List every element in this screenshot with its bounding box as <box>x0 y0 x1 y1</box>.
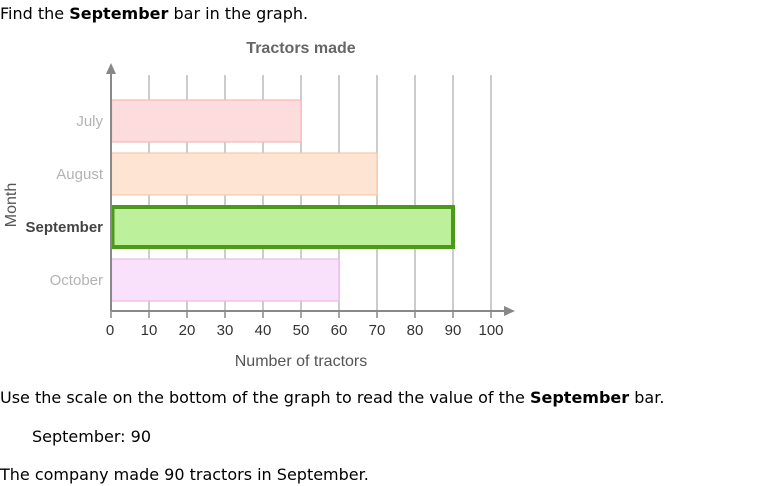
bar-august <box>110 152 378 196</box>
x-tick-label-10: 10 <box>141 322 158 339</box>
answer-value: September: 90 <box>32 427 151 446</box>
x-tick-label-80: 80 <box>407 322 424 339</box>
explanation-prefix: Use the scale on the bottom of the graph… <box>0 388 530 407</box>
explanation-text: Use the scale on the bottom of the graph… <box>0 388 664 407</box>
x-tick-label-20: 20 <box>179 322 196 339</box>
x-tick-label-50: 50 <box>293 322 310 339</box>
bar-october <box>110 258 340 302</box>
x-tick-label-70: 70 <box>369 322 386 339</box>
x-tick-label-0: 0 <box>106 322 114 339</box>
category-label-october: October <box>50 272 103 289</box>
conclusion-text: The company made 90 tractors in Septembe… <box>0 465 369 484</box>
x-axis-arrow <box>504 306 515 316</box>
x-axis-label: Number of tractors <box>235 353 367 370</box>
x-tick-label-60: 60 <box>331 322 348 339</box>
explanation-suffix: bar. <box>629 388 665 407</box>
chart-title: Tractors made <box>246 40 355 57</box>
category-label-september: September <box>25 219 103 236</box>
question-prefix: Find the <box>0 4 70 23</box>
question-bold: September <box>69 4 169 23</box>
bar-july <box>110 99 302 143</box>
category-label-august: August <box>56 166 104 183</box>
x-tick-label-40: 40 <box>255 322 272 339</box>
question-suffix: bar in the graph. <box>168 4 309 23</box>
bar-chart: Tractors made July August September October 0… <box>3 40 515 370</box>
y-axis-label: Month <box>3 183 20 227</box>
x-tick-label-100: 100 <box>478 322 503 339</box>
x-tick-label-30: 30 <box>217 322 234 339</box>
y-axis-arrow <box>106 63 116 74</box>
question-text: Find the September bar in the graph. <box>0 4 308 23</box>
explanation-bold: September <box>529 388 630 407</box>
x-tick-label-90: 90 <box>445 322 462 339</box>
bar-september <box>110 205 455 249</box>
category-label-july: July <box>76 113 103 130</box>
